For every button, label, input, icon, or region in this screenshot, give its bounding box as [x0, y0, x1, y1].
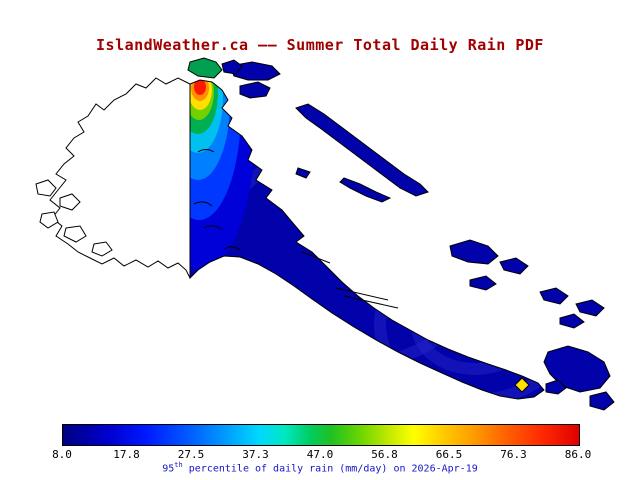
colorbar-tick-label: 86.0	[564, 448, 592, 461]
station-marker-diamond-icon	[514, 377, 530, 393]
colorbar-tick-label: 8.0	[52, 448, 72, 461]
colorbar-tick-label: 76.3	[500, 448, 527, 461]
rain-hotspot	[190, 80, 256, 270]
colorbar-tick-label: 17.8	[113, 448, 140, 461]
channel-marks	[193, 149, 399, 309]
colorbar-gradient	[62, 424, 580, 446]
caption-text: percentile of daily rain (mm/day) on 202…	[182, 463, 478, 475]
colorbar-tick-label: 37.3	[242, 448, 269, 461]
caption-number: 95	[162, 463, 175, 475]
caption-ordinal: th	[174, 461, 183, 469]
mainland-islands	[221, 59, 615, 411]
colorbar-caption: 95th percentile of daily rain (mm/day) o…	[0, 461, 640, 474]
colorbar-tick-label: 47.0	[306, 448, 334, 461]
page-title: IslandWeather.ca —— Summer Total Daily R…	[96, 36, 544, 54]
green-rain-islet	[187, 57, 223, 79]
island-outline	[189, 79, 545, 400]
colorbar-tick-label: 27.5	[177, 448, 205, 461]
colorbar-tick-label: 56.8	[371, 448, 398, 461]
colorbar-ticks: 8.0 17.8 27.5 37.3 47.0 56.8 66.5 76.3 8…	[52, 448, 591, 461]
colorbar-tick-label: 66.5	[435, 448, 463, 461]
nodata-coastline	[35, 77, 191, 279]
vancouver-island-shape	[190, 80, 544, 399]
